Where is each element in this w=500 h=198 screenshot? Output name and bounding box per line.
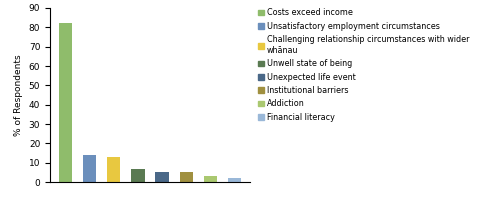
Bar (59, 23, 72, 182)
Bar (228, 178, 241, 182)
Legend: Costs exceed income, Unsatisfactory employment circumstances, Challenging relati: Costs exceed income, Unsatisfactory empl… (258, 9, 470, 122)
Bar (132, 169, 144, 182)
Y-axis label: % of Respondents: % of Respondents (14, 54, 23, 136)
Bar (180, 172, 192, 182)
Bar (156, 172, 168, 182)
Bar (83, 155, 96, 182)
Bar (204, 176, 217, 182)
Bar (108, 157, 120, 182)
